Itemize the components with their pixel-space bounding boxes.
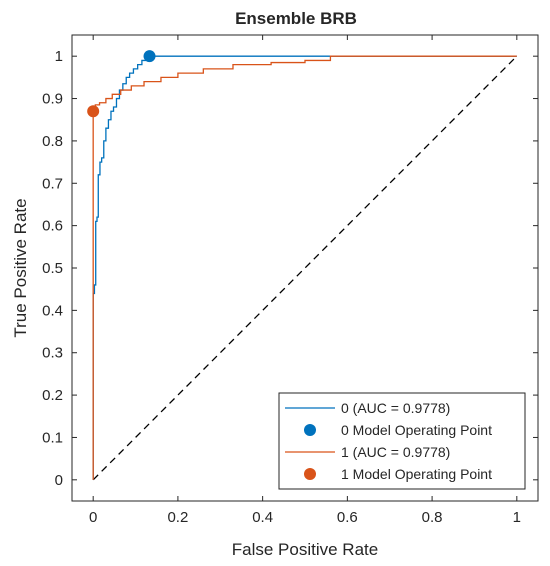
x-tick-label: 0.6	[337, 509, 358, 526]
x-tick-label: 0.2	[167, 509, 188, 526]
y-tick-label: 0.9	[42, 91, 63, 108]
operating-point-series-1	[143, 50, 156, 63]
legend-swatch-marker	[304, 468, 316, 480]
legend-entry-label: 1 Model Operating Point	[341, 466, 492, 482]
roc-curve-series-2	[92, 55, 517, 480]
legend-box	[278, 392, 526, 490]
y-tick-label: 0.2	[42, 387, 63, 404]
legend-entry-label: 0 Model Operating Point	[341, 422, 492, 438]
y-tick-label: 0.8	[42, 133, 63, 150]
series-layer	[87, 50, 517, 480]
y-tick-label: 0	[55, 472, 63, 489]
y-tick-label: 0.6	[42, 218, 63, 235]
operating-point-series-3	[87, 105, 100, 118]
x-tick-label: 1	[513, 509, 521, 526]
y-tick-label: 1	[55, 48, 63, 65]
y-tick-label: 0.1	[42, 429, 63, 446]
legend-entry-label: 0 (AUC = 0.9778)	[341, 400, 450, 416]
legend-swatch-marker	[304, 424, 316, 436]
y-axis-label: True Positive Rate	[11, 198, 30, 337]
y-tick-label: 0.4	[42, 302, 63, 319]
legend: 0 (AUC = 0.9778) 0 Model Operating Point 1…	[278, 392, 526, 490]
x-tick-label: 0	[89, 509, 97, 526]
x-tick-label: 0.4	[252, 509, 273, 526]
y-tick-label: 0.5	[42, 260, 63, 277]
x-axis-label: False Positive Rate	[232, 540, 378, 559]
axis-ticks: 0 0.2 0.4 0.6 0.8 1 0 0.1 0.2 0.3 0.4 0.5 0.6 0.7 0.8 0…	[42, 35, 538, 526]
x-tick-label: 0.8	[422, 509, 443, 526]
roc-curve-series-0	[92, 55, 517, 480]
chance-line	[92, 55, 518, 481]
y-tick-label: 0.3	[42, 345, 63, 362]
legend-entry-label: 1 (AUC = 0.9778)	[341, 444, 450, 460]
reference-diagonal	[92, 55, 518, 481]
y-tick-label: 0.7	[42, 175, 63, 192]
chart-title: Ensemble BRB	[235, 9, 357, 28]
